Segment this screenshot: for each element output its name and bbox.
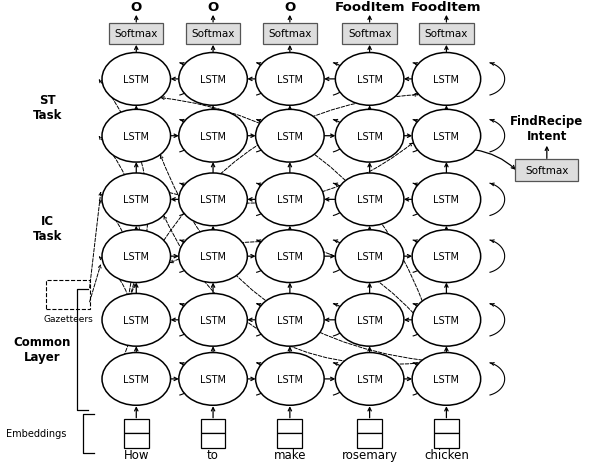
Text: LSTM: LSTM — [123, 251, 149, 262]
Text: O: O — [284, 1, 295, 14]
Text: LSTM: LSTM — [433, 315, 460, 325]
Circle shape — [412, 110, 481, 163]
FancyBboxPatch shape — [343, 24, 397, 45]
Circle shape — [102, 353, 170, 406]
Text: to: to — [207, 448, 219, 461]
Text: ST
Task: ST Task — [33, 94, 62, 122]
Text: LSTM: LSTM — [356, 131, 383, 141]
Circle shape — [412, 230, 481, 283]
Text: LSTM: LSTM — [356, 251, 383, 262]
Circle shape — [179, 294, 247, 346]
Text: IC
Task: IC Task — [33, 214, 62, 242]
Circle shape — [335, 230, 404, 283]
Bar — [200, 419, 226, 433]
Circle shape — [102, 174, 170, 226]
Text: LSTM: LSTM — [433, 251, 460, 262]
Circle shape — [179, 353, 247, 406]
Circle shape — [256, 110, 324, 163]
Circle shape — [256, 353, 324, 406]
Text: LSTM: LSTM — [123, 195, 149, 205]
Bar — [277, 433, 302, 448]
Text: LSTM: LSTM — [356, 75, 383, 85]
FancyBboxPatch shape — [263, 24, 317, 45]
Circle shape — [102, 230, 170, 283]
Text: LSTM: LSTM — [277, 75, 303, 85]
Text: chicken: chicken — [424, 448, 469, 461]
Circle shape — [412, 53, 481, 106]
Text: Softmax: Softmax — [348, 29, 391, 39]
Circle shape — [256, 53, 324, 106]
Text: Common
Layer: Common Layer — [13, 336, 70, 363]
Bar — [124, 433, 149, 448]
Text: LSTM: LSTM — [200, 195, 226, 205]
Text: FindRecipe
Intent: FindRecipe Intent — [510, 115, 583, 143]
Text: O: O — [208, 1, 218, 14]
Circle shape — [179, 53, 247, 106]
Bar — [124, 419, 149, 433]
Text: LSTM: LSTM — [433, 374, 460, 384]
FancyBboxPatch shape — [46, 281, 90, 310]
Text: LSTM: LSTM — [200, 131, 226, 141]
Text: LSTM: LSTM — [123, 315, 149, 325]
Text: rosemary: rosemary — [341, 448, 398, 461]
Circle shape — [179, 174, 247, 226]
Text: LSTM: LSTM — [277, 374, 303, 384]
Bar — [277, 419, 302, 433]
Text: Gazetteers: Gazetteers — [43, 315, 93, 324]
Text: LSTM: LSTM — [200, 251, 226, 262]
Text: LSTM: LSTM — [123, 374, 149, 384]
Text: LSTM: LSTM — [200, 374, 226, 384]
Text: LSTM: LSTM — [356, 195, 383, 205]
Text: FoodItem: FoodItem — [411, 1, 482, 14]
Circle shape — [335, 53, 404, 106]
Text: LSTM: LSTM — [356, 315, 383, 325]
FancyBboxPatch shape — [109, 24, 163, 45]
Text: Softmax: Softmax — [268, 29, 311, 39]
Circle shape — [335, 174, 404, 226]
Circle shape — [179, 110, 247, 163]
Text: Softmax: Softmax — [425, 29, 468, 39]
Text: LSTM: LSTM — [277, 251, 303, 262]
Text: LSTM: LSTM — [277, 315, 303, 325]
Circle shape — [335, 353, 404, 406]
Text: How: How — [124, 448, 149, 461]
Circle shape — [102, 110, 170, 163]
Text: LSTM: LSTM — [433, 131, 460, 141]
Text: Softmax: Softmax — [115, 29, 158, 39]
Bar — [200, 433, 226, 448]
Text: LSTM: LSTM — [123, 131, 149, 141]
Text: LSTM: LSTM — [433, 195, 460, 205]
Circle shape — [102, 294, 170, 346]
Bar — [357, 419, 382, 433]
Text: LSTM: LSTM — [356, 374, 383, 384]
Text: make: make — [274, 448, 306, 461]
Text: Softmax: Softmax — [191, 29, 235, 39]
Text: FoodItem: FoodItem — [334, 1, 405, 14]
Text: LSTM: LSTM — [200, 315, 226, 325]
Bar — [357, 433, 382, 448]
Circle shape — [256, 294, 324, 346]
Text: LSTM: LSTM — [433, 75, 460, 85]
Text: LSTM: LSTM — [277, 195, 303, 205]
Circle shape — [335, 110, 404, 163]
Circle shape — [412, 294, 481, 346]
Circle shape — [256, 174, 324, 226]
Bar — [434, 433, 459, 448]
Text: Softmax: Softmax — [525, 165, 569, 175]
Circle shape — [412, 174, 481, 226]
Text: LSTM: LSTM — [123, 75, 149, 85]
Circle shape — [179, 230, 247, 283]
Text: LSTM: LSTM — [277, 131, 303, 141]
FancyBboxPatch shape — [419, 24, 473, 45]
Bar — [434, 419, 459, 433]
Circle shape — [102, 53, 170, 106]
Text: Embeddings: Embeddings — [5, 429, 66, 438]
Circle shape — [412, 353, 481, 406]
FancyBboxPatch shape — [186, 24, 240, 45]
Text: LSTM: LSTM — [200, 75, 226, 85]
Circle shape — [335, 294, 404, 346]
FancyBboxPatch shape — [515, 160, 578, 181]
Text: O: O — [131, 1, 142, 14]
Circle shape — [256, 230, 324, 283]
